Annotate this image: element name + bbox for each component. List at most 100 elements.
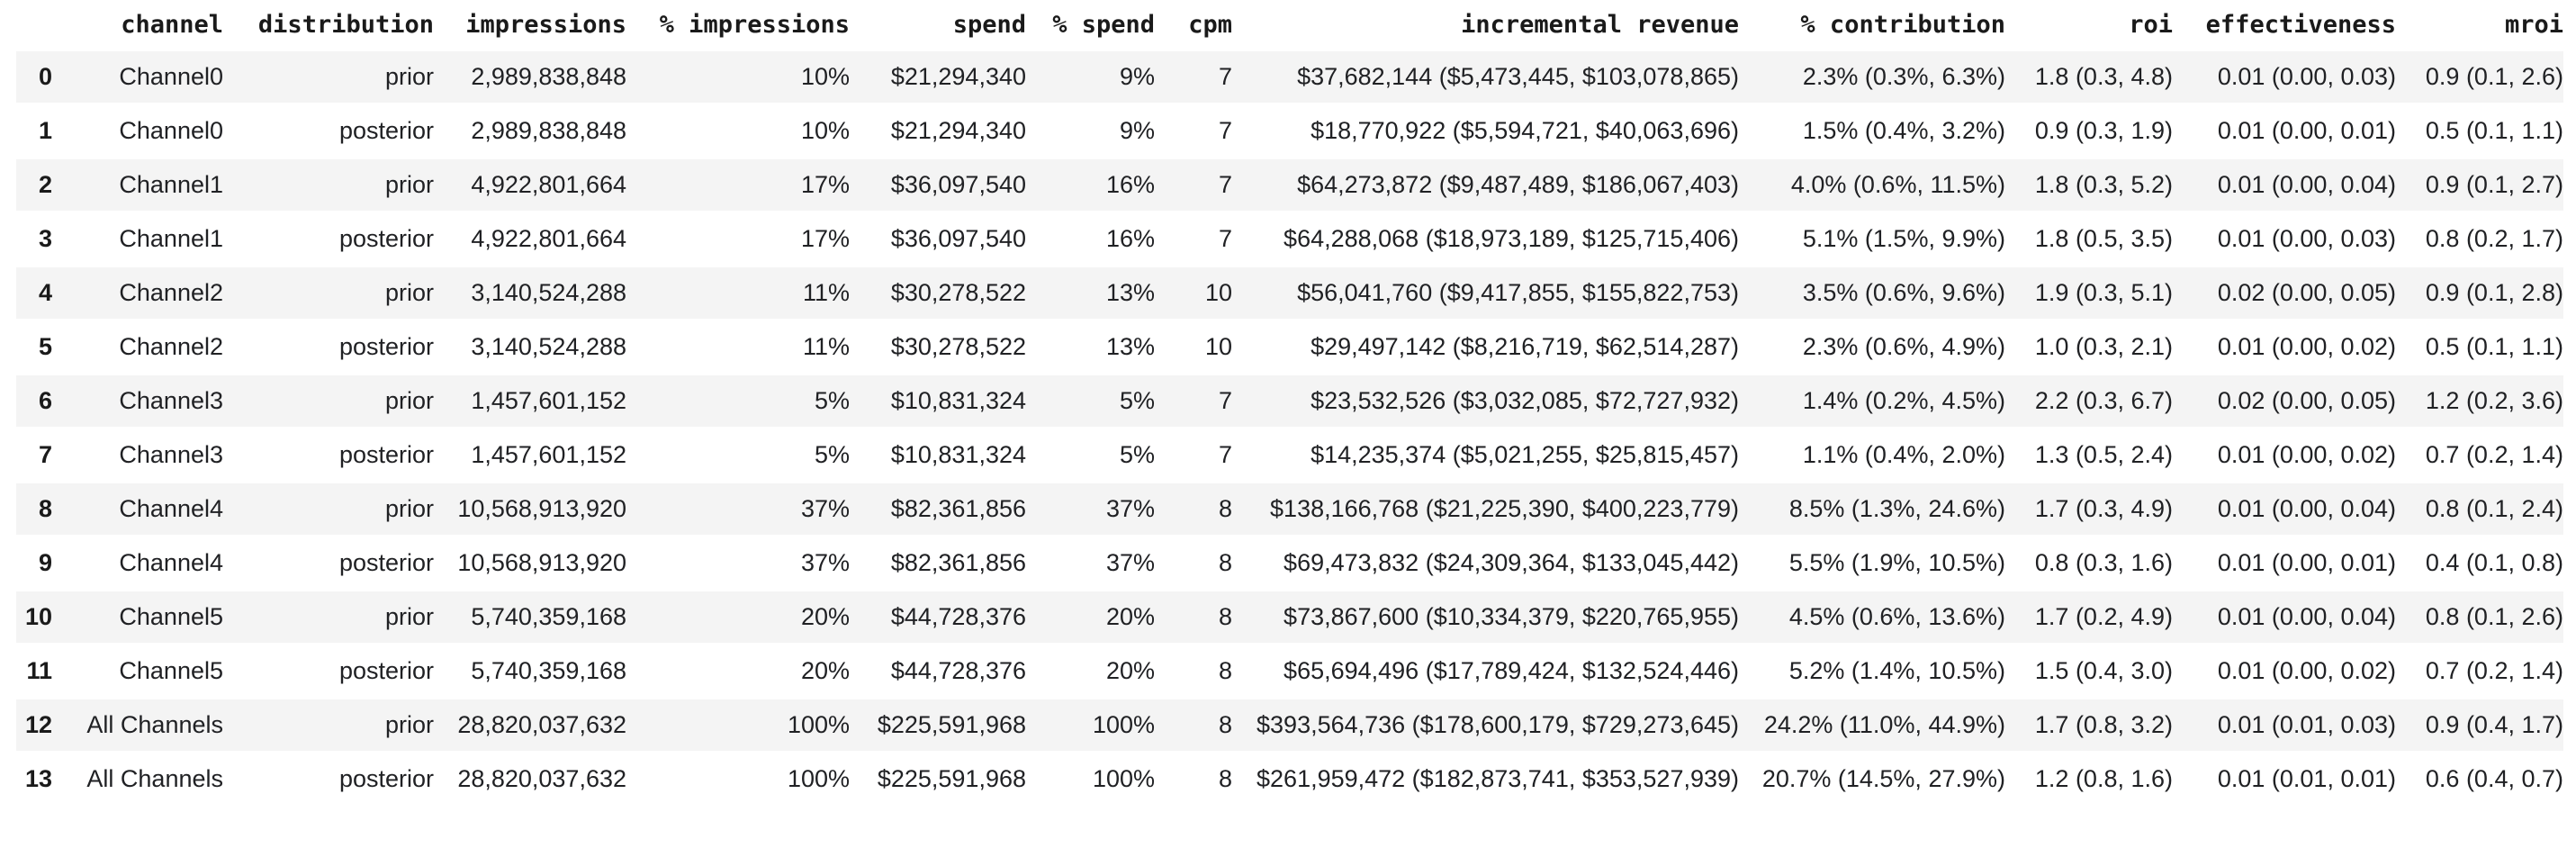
column-header-distribution: distribution bbox=[223, 0, 434, 51]
cell-effectiveness: 0.01 (0.00, 0.02) bbox=[2173, 319, 2396, 375]
cell-impressions: 37% bbox=[626, 535, 850, 591]
cell-impressions: 28,820,037,632 bbox=[434, 751, 626, 807]
column-header-impressions: impressions bbox=[434, 0, 626, 51]
column-header-channel: channel bbox=[52, 0, 223, 51]
cell-contribution: 1.4% (0.2%, 4.5%) bbox=[1739, 373, 2005, 429]
row-index-cell: 7 bbox=[16, 427, 52, 483]
cell-mroi: 0.4 (0.1, 0.8) bbox=[2396, 535, 2563, 591]
cell-effectiveness: 0.01 (0.00, 0.01) bbox=[2173, 103, 2396, 159]
table-row: 0 Channel0 prior 2,989,838,848 10% $21,294,34… bbox=[16, 49, 2563, 105]
cell-impressions: 20% bbox=[626, 589, 850, 645]
cell-contribution: 8.5% (1.3%, 24.6%) bbox=[1739, 481, 2005, 537]
cell-roi: 1.8 (0.3, 4.8) bbox=[2005, 49, 2173, 105]
cell-impressions: 5,740,359,168 bbox=[434, 589, 626, 645]
cell-channel: Channel0 bbox=[52, 103, 223, 159]
cell-distribution: prior bbox=[223, 157, 434, 213]
cell-effectiveness: 0.01 (0.00, 0.04) bbox=[2173, 157, 2396, 213]
cell-spend: $10,831,324 bbox=[850, 373, 1026, 429]
cell-incremental-revenue: $261,959,472 ($182,873,741, $353,527,939… bbox=[1232, 751, 1739, 807]
cell-roi: 1.8 (0.3, 5.2) bbox=[2005, 157, 2173, 213]
cell-spend: $30,278,522 bbox=[850, 265, 1026, 321]
cell-spend: 5% bbox=[1026, 427, 1155, 483]
cell-spend: $36,097,540 bbox=[850, 211, 1026, 267]
cell-distribution: posterior bbox=[223, 643, 434, 699]
cell-distribution: posterior bbox=[223, 211, 434, 267]
cell-distribution: prior bbox=[223, 697, 434, 753]
cell-spend: 16% bbox=[1026, 157, 1155, 213]
cell-spend: 16% bbox=[1026, 211, 1155, 267]
cell-contribution: 5.1% (1.5%, 9.9%) bbox=[1739, 211, 2005, 267]
cell-channel: Channel1 bbox=[52, 211, 223, 267]
cell-effectiveness: 0.02 (0.00, 0.05) bbox=[2173, 373, 2396, 429]
row-index-cell: 8 bbox=[16, 481, 52, 537]
cell-effectiveness: 0.01 (0.00, 0.03) bbox=[2173, 49, 2396, 105]
cell-contribution: 5.2% (1.4%, 10.5%) bbox=[1739, 643, 2005, 699]
cell-channel: Channel2 bbox=[52, 265, 223, 321]
row-index-cell: 3 bbox=[16, 211, 52, 267]
cell-roi: 1.7 (0.2, 4.9) bbox=[2005, 589, 2173, 645]
column-header-contribution: % contribution bbox=[1739, 0, 2005, 51]
table-header-row: channel distribution impressions% impressi… bbox=[16, 0, 2563, 51]
cell-cpm: 7 bbox=[1155, 211, 1232, 267]
cell-spend: 20% bbox=[1026, 589, 1155, 645]
cell-spend: $82,361,856 bbox=[850, 535, 1026, 591]
cell-mroi: 0.5 (0.1, 1.1) bbox=[2396, 319, 2563, 375]
cell-impressions: 2,989,838,848 bbox=[434, 49, 626, 105]
cell-cpm: 7 bbox=[1155, 49, 1232, 105]
row-index-cell: 6 bbox=[16, 373, 52, 429]
cell-spend: $225,591,968 bbox=[850, 697, 1026, 753]
table-row: 4 Channel2 prior 3,140,524,288 11% $30,278,52… bbox=[16, 265, 2563, 321]
cell-cpm: 7 bbox=[1155, 427, 1232, 483]
cell-distribution: posterior bbox=[223, 535, 434, 591]
cell-distribution: posterior bbox=[223, 103, 434, 159]
cell-roi: 2.2 (0.3, 6.7) bbox=[2005, 373, 2173, 429]
cell-cpm: 8 bbox=[1155, 535, 1232, 591]
cell-impressions: 4,922,801,664 bbox=[434, 157, 626, 213]
cell-impressions: 10,568,913,920 bbox=[434, 535, 626, 591]
cell-roi: 1.9 (0.3, 5.1) bbox=[2005, 265, 2173, 321]
cell-contribution: 2.3% (0.6%, 4.9%) bbox=[1739, 319, 2005, 375]
cell-impressions: 17% bbox=[626, 211, 850, 267]
cell-roi: 0.9 (0.3, 1.9) bbox=[2005, 103, 2173, 159]
cell-incremental-revenue: $64,288,068 ($18,973,189, $125,715,406) bbox=[1232, 211, 1739, 267]
cell-impressions: 100% bbox=[626, 697, 850, 753]
cell-roi: 1.2 (0.8, 1.6) bbox=[2005, 751, 2173, 807]
cell-impressions: 5,740,359,168 bbox=[434, 643, 626, 699]
table-row: 11 Channel5 posterior 5,740,359,168 20% $44,7… bbox=[16, 643, 2563, 699]
cell-contribution: 2.3% (0.3%, 6.3%) bbox=[1739, 49, 2005, 105]
cell-spend: $10,831,324 bbox=[850, 427, 1026, 483]
cell-effectiveness: 0.02 (0.00, 0.05) bbox=[2173, 265, 2396, 321]
cell-impressions: 37% bbox=[626, 481, 850, 537]
table-row: 2 Channel1 prior 4,922,801,664 17% $36,097,54… bbox=[16, 157, 2563, 213]
cell-roi: 1.7 (0.3, 4.9) bbox=[2005, 481, 2173, 537]
table-row: 7 Channel3 posterior 1,457,601,152 5% $10,831… bbox=[16, 427, 2563, 483]
cell-incremental-revenue: $14,235,374 ($5,021,255, $25,815,457) bbox=[1232, 427, 1739, 483]
column-header-effectiveness: effectiveness bbox=[2173, 0, 2396, 51]
cell-impressions: 1,457,601,152 bbox=[434, 427, 626, 483]
cell-spend: 9% bbox=[1026, 49, 1155, 105]
cell-mroi: 0.6 (0.4, 0.7) bbox=[2396, 751, 2563, 807]
column-header-spend: spend bbox=[850, 0, 1026, 51]
cell-spend: $82,361,856 bbox=[850, 481, 1026, 537]
table-row: channel distribution impressions% impressi… bbox=[16, 0, 2563, 51]
table-row: 10 Channel5 prior 5,740,359,168 20% $44,728,3… bbox=[16, 589, 2563, 645]
cell-contribution: 3.5% (0.6%, 9.6%) bbox=[1739, 265, 2005, 321]
cell-spend: 9% bbox=[1026, 103, 1155, 159]
row-index-cell: 2 bbox=[16, 157, 52, 213]
table-row: 12 All Channels prior 28,820,037,632 100% $22… bbox=[16, 697, 2563, 753]
cell-spend: $44,728,376 bbox=[850, 643, 1026, 699]
cell-spend: 5% bbox=[1026, 373, 1155, 429]
cell-roi: 1.5 (0.4, 3.0) bbox=[2005, 643, 2173, 699]
row-index-cell: 12 bbox=[16, 697, 52, 753]
cell-spend: $44,728,376 bbox=[850, 589, 1026, 645]
cell-distribution: prior bbox=[223, 589, 434, 645]
cell-channel: Channel5 bbox=[52, 643, 223, 699]
cell-effectiveness: 0.01 (0.00, 0.04) bbox=[2173, 589, 2396, 645]
cell-cpm: 7 bbox=[1155, 157, 1232, 213]
cell-channel: Channel3 bbox=[52, 427, 223, 483]
cell-impressions: 5% bbox=[626, 427, 850, 483]
cell-spend: 37% bbox=[1026, 535, 1155, 591]
cell-impressions: 10% bbox=[626, 49, 850, 105]
cell-spend: $36,097,540 bbox=[850, 157, 1026, 213]
cell-mroi: 0.9 (0.1, 2.6) bbox=[2396, 49, 2563, 105]
